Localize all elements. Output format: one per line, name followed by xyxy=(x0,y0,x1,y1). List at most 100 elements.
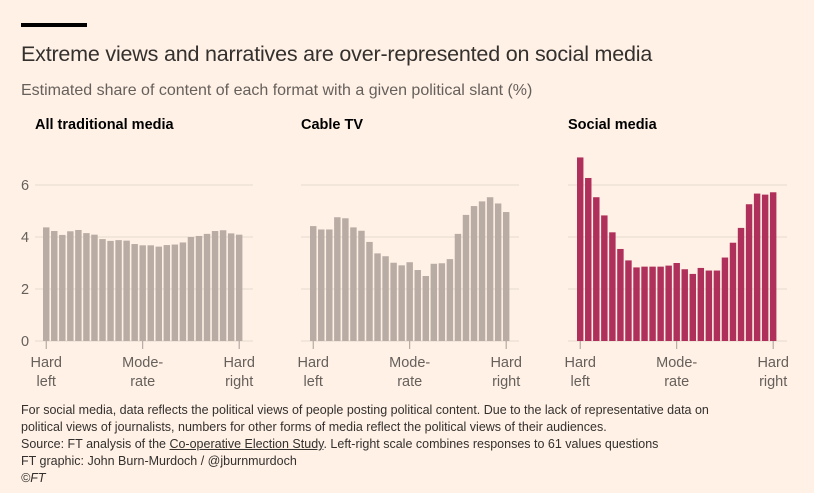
x-tick-label: Hard xyxy=(223,355,254,371)
small-multiples-chart: 0 2 4 6 Hard left Mode-rate Hard right Hard left Mo… xyxy=(21,157,789,390)
bar xyxy=(334,217,341,341)
bar xyxy=(43,227,50,341)
bar xyxy=(681,269,688,341)
bar xyxy=(155,246,162,341)
x-tick-label: left xyxy=(37,374,56,390)
bar xyxy=(641,266,648,341)
source-prefix: Source: FT analysis of the xyxy=(21,437,170,451)
bar xyxy=(139,245,146,341)
bar xyxy=(398,265,405,341)
bar xyxy=(585,177,592,341)
x-tick-label: Hard xyxy=(31,355,62,371)
bar xyxy=(745,204,753,341)
bar xyxy=(211,231,219,341)
bar xyxy=(67,231,74,341)
bar xyxy=(107,240,114,341)
bar xyxy=(430,263,438,341)
bar xyxy=(737,227,745,341)
bar xyxy=(625,260,632,341)
bar xyxy=(83,233,90,341)
bar xyxy=(665,265,672,341)
bar xyxy=(502,212,510,341)
x-tick-label: Hard xyxy=(757,355,788,371)
bar xyxy=(350,227,357,341)
x-tick-label: Hard xyxy=(490,355,521,371)
footer-source: Source: FT analysis of the Co-operative … xyxy=(21,436,801,453)
bar xyxy=(649,266,656,341)
bar xyxy=(486,197,494,341)
bar xyxy=(721,257,729,341)
bar xyxy=(374,253,381,341)
brand-rule xyxy=(21,23,87,27)
y-tick-label: 2 xyxy=(21,282,29,298)
panel-title-cable: Cable TV xyxy=(301,117,364,133)
footer: For social media, data reflects the poli… xyxy=(21,402,801,487)
panel-title-traditional: All traditional media xyxy=(35,117,174,133)
bar xyxy=(203,233,211,341)
bar xyxy=(577,157,584,341)
x-tick-label: Mode- xyxy=(389,355,430,371)
bar xyxy=(414,270,421,341)
chart-title: Extreme views and narratives are over-re… xyxy=(21,42,653,66)
bar xyxy=(761,194,769,341)
bar xyxy=(235,234,243,341)
bar xyxy=(123,240,130,341)
bar xyxy=(406,262,413,341)
bar xyxy=(59,234,66,341)
bar xyxy=(91,234,98,341)
source-link[interactable]: Co-operative Election Study xyxy=(169,437,324,451)
bar xyxy=(769,192,777,341)
bar xyxy=(673,263,680,341)
x-tick-label: Mode- xyxy=(656,355,697,371)
bar xyxy=(657,266,664,341)
bar xyxy=(131,244,138,341)
x-tick-label: Hard xyxy=(298,355,329,371)
bar xyxy=(713,270,721,341)
copyright: ©FT xyxy=(21,471,46,485)
bar xyxy=(705,270,713,341)
bar xyxy=(446,259,454,341)
bar xyxy=(366,241,373,341)
bar xyxy=(51,231,58,341)
bar xyxy=(422,276,429,341)
x-tick-label: right xyxy=(225,374,253,390)
bar xyxy=(310,226,317,341)
x-tick-label: left xyxy=(571,374,590,390)
footer-note-1: For social media, data reflects the poli… xyxy=(21,403,709,417)
bar xyxy=(617,248,624,341)
bar xyxy=(601,215,608,341)
bar xyxy=(75,229,82,341)
x-tick-label: Mode- xyxy=(122,355,163,371)
y-tick-label: 6 xyxy=(21,178,29,194)
bar xyxy=(729,242,737,341)
bar xyxy=(454,233,462,341)
bar xyxy=(179,242,187,341)
x-tick-label: rate xyxy=(397,374,422,390)
bar xyxy=(163,245,171,341)
bar xyxy=(342,218,349,341)
x-tick-label: rate xyxy=(664,374,689,390)
bar xyxy=(115,240,122,341)
y-tick-label: 0 xyxy=(21,334,29,350)
chart-subtitle: Estimated share of content of each forma… xyxy=(21,82,533,99)
y-tick-label: 4 xyxy=(21,230,29,246)
bar xyxy=(753,193,761,341)
source-suffix: . Left-right scale combines responses to… xyxy=(323,437,659,451)
bar xyxy=(494,203,502,341)
x-tick-label: Hard xyxy=(565,355,596,371)
bar xyxy=(227,233,235,341)
bar xyxy=(462,214,470,341)
bar xyxy=(147,245,154,341)
bar xyxy=(326,229,333,341)
bar xyxy=(478,201,486,341)
bar xyxy=(171,244,179,341)
x-tick-label: rate xyxy=(130,374,155,390)
x-tick-label: left xyxy=(304,374,323,390)
panel-title-social: Social media xyxy=(568,117,657,133)
x-tick-label: right xyxy=(759,374,787,390)
bar xyxy=(470,206,478,341)
bar xyxy=(438,263,446,341)
footer-credit: FT graphic: John Burn-Murdoch / @jburnmu… xyxy=(21,454,297,468)
bar xyxy=(219,230,227,341)
bar xyxy=(195,235,203,341)
